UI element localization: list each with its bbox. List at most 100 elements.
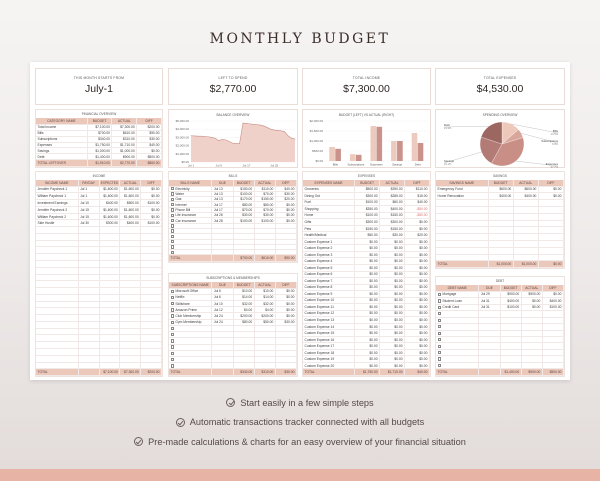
row-name[interactable]: Life Insurance bbox=[169, 213, 213, 218]
row-name[interactable]: Subscriptions bbox=[36, 136, 88, 142]
cell[interactable]: $0.00 bbox=[380, 264, 406, 271]
checkbox[interactable] bbox=[170, 224, 174, 228]
cell[interactable] bbox=[234, 363, 255, 369]
cell[interactable] bbox=[489, 200, 514, 206]
cell[interactable] bbox=[514, 240, 539, 247]
cell[interactable] bbox=[141, 328, 163, 335]
cell[interactable] bbox=[539, 227, 564, 234]
row-name[interactable] bbox=[169, 325, 213, 332]
cell[interactable] bbox=[100, 308, 121, 315]
cell[interactable] bbox=[79, 233, 100, 240]
cell[interactable] bbox=[489, 247, 514, 254]
cell[interactable]: $70.00 bbox=[255, 191, 276, 197]
checkbox[interactable] bbox=[170, 345, 174, 349]
checkbox[interactable] bbox=[437, 312, 441, 316]
cell[interactable] bbox=[100, 348, 121, 355]
cell[interactable]: $150.00 bbox=[234, 186, 255, 191]
cell[interactable]: $0.00 bbox=[355, 278, 381, 284]
cell[interactable]: $0.00 bbox=[380, 258, 406, 264]
row-name[interactable]: Shopping bbox=[303, 206, 356, 212]
cell[interactable] bbox=[522, 356, 543, 362]
row-name[interactable] bbox=[36, 308, 79, 315]
cell[interactable] bbox=[276, 332, 297, 338]
cell[interactable]: $0.00 bbox=[380, 291, 406, 297]
cell[interactable] bbox=[255, 363, 276, 369]
cell[interactable]: $30.00 bbox=[380, 232, 406, 238]
checkbox[interactable] bbox=[437, 299, 441, 303]
cell[interactable]: $0.00 bbox=[380, 356, 406, 362]
row-name[interactable]: Custom Expense 15 bbox=[303, 330, 356, 336]
row-name[interactable] bbox=[36, 240, 79, 247]
cell[interactable]: $50.00 bbox=[255, 319, 276, 325]
cell[interactable]: $0.00 bbox=[141, 206, 163, 213]
cell[interactable] bbox=[479, 311, 501, 317]
cell[interactable] bbox=[141, 227, 163, 233]
cell[interactable]: $0.00 bbox=[380, 336, 406, 343]
row-name[interactable]: Emergency Fund bbox=[436, 186, 489, 193]
row-name[interactable] bbox=[169, 363, 213, 369]
checkbox[interactable] bbox=[170, 295, 174, 300]
row-name[interactable]: Side Hustle bbox=[36, 220, 79, 227]
row-name[interactable]: Total Income bbox=[36, 124, 88, 130]
cell[interactable] bbox=[255, 239, 276, 244]
row-name[interactable]: Credit Card bbox=[436, 304, 480, 311]
cell[interactable]: Jul 24 bbox=[212, 313, 234, 319]
row-name[interactable] bbox=[36, 301, 79, 308]
cell[interactable] bbox=[255, 234, 276, 239]
cell[interactable]: $0.00 bbox=[539, 193, 564, 200]
checkbox[interactable] bbox=[170, 320, 174, 324]
cell[interactable]: $0.00 bbox=[355, 245, 381, 251]
cell[interactable] bbox=[100, 227, 121, 233]
cell[interactable]: $0.00 bbox=[405, 330, 430, 336]
cell[interactable] bbox=[479, 336, 501, 343]
cell[interactable]: $40.00 bbox=[276, 186, 297, 191]
cell[interactable]: $40.00 bbox=[137, 142, 162, 148]
cell[interactable]: Jul 15 bbox=[79, 206, 100, 213]
row-name[interactable]: Phone Bill bbox=[169, 207, 213, 213]
cell[interactable] bbox=[514, 220, 539, 227]
cell[interactable] bbox=[489, 213, 514, 220]
cell[interactable]: $1,600.00 bbox=[100, 206, 121, 213]
row-name[interactable]: Mortgage bbox=[436, 291, 480, 298]
cell[interactable]: Jul 17 bbox=[212, 207, 234, 213]
cell[interactable]: $400.00 bbox=[489, 193, 514, 200]
row-name[interactable]: Netflix bbox=[169, 294, 213, 301]
cell[interactable] bbox=[120, 267, 142, 274]
cell[interactable] bbox=[212, 234, 234, 239]
cell[interactable]: $500.00 bbox=[355, 186, 381, 193]
checkbox[interactable] bbox=[170, 218, 174, 223]
cell[interactable]: $0.00 bbox=[141, 213, 163, 220]
row-name[interactable]: Expenses bbox=[36, 142, 88, 148]
cell[interactable] bbox=[479, 349, 501, 356]
cell[interactable] bbox=[276, 325, 297, 332]
row-name[interactable] bbox=[436, 206, 489, 213]
cell[interactable] bbox=[234, 244, 255, 250]
cell[interactable]: $1,000.00 bbox=[112, 148, 138, 154]
cell[interactable]: $0.00 bbox=[405, 336, 430, 343]
checkbox[interactable] bbox=[170, 187, 174, 191]
cell[interactable]: $7,100.00 bbox=[88, 124, 113, 130]
row-name[interactable] bbox=[169, 338, 213, 344]
cell[interactable]: Jul 1 bbox=[79, 193, 100, 200]
cell[interactable]: $170.00 bbox=[234, 197, 255, 202]
cell[interactable]: $600.00 bbox=[489, 186, 514, 193]
cell[interactable]: $10.00 bbox=[255, 288, 276, 294]
cell[interactable] bbox=[100, 321, 121, 328]
row-name[interactable]: Car Insurance bbox=[169, 218, 213, 223]
cell[interactable]: $400.00 bbox=[120, 220, 142, 227]
cell[interactable] bbox=[120, 261, 142, 267]
row-name[interactable]: Custom Expense 8 bbox=[303, 284, 356, 291]
cell[interactable] bbox=[100, 355, 121, 362]
cell[interactable] bbox=[489, 234, 514, 240]
cell[interactable] bbox=[539, 247, 564, 254]
row-name[interactable]: Home bbox=[303, 212, 356, 219]
cell[interactable] bbox=[212, 332, 234, 338]
row-name[interactable]: Home Renovation bbox=[436, 193, 489, 200]
cell[interactable] bbox=[543, 362, 564, 369]
cell[interactable]: $0.00 bbox=[405, 362, 430, 369]
row-name[interactable]: Internet bbox=[169, 202, 213, 207]
cell[interactable] bbox=[120, 227, 142, 233]
cell[interactable]: $0.00 bbox=[405, 356, 430, 362]
cell[interactable]: $0.00 bbox=[405, 343, 430, 349]
row-name[interactable]: Amazon Prime bbox=[169, 307, 213, 313]
